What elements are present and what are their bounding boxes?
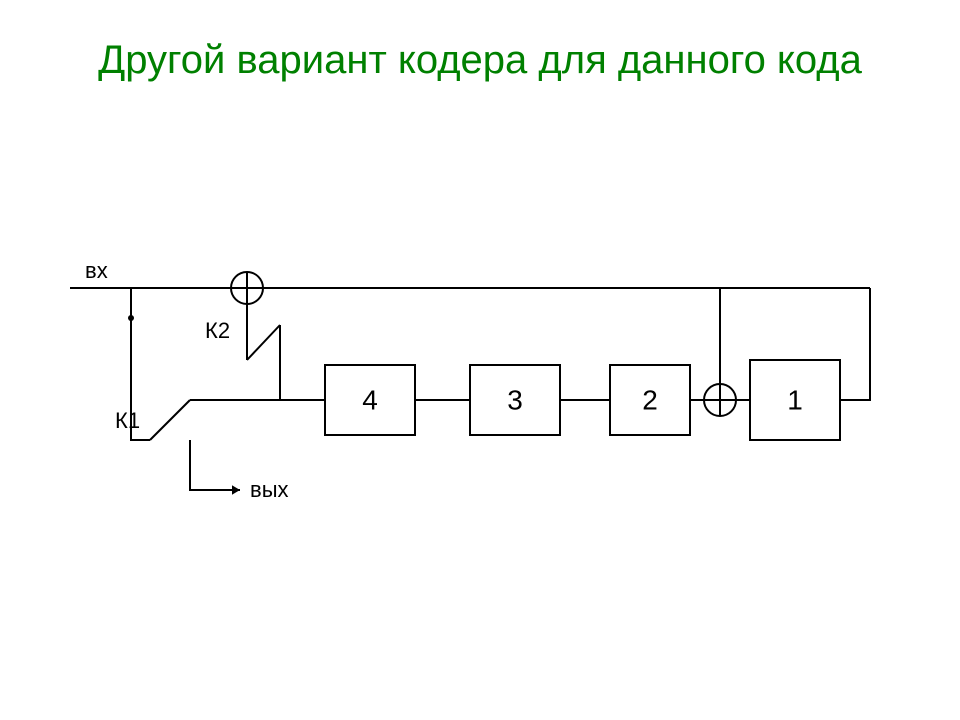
register-label: 2 — [642, 384, 658, 415]
wire — [840, 288, 870, 400]
register-label: 3 — [507, 384, 523, 415]
switch-label: К2 — [205, 318, 230, 343]
output-label: вых — [250, 477, 289, 502]
encoder-diagram: 4 3 2 1 вх вых К1 К2 — [0, 0, 960, 720]
switch-contact — [150, 400, 190, 440]
switch-contact — [247, 325, 280, 360]
register-label: 1 — [787, 384, 803, 415]
register-label: 4 — [362, 384, 378, 415]
arrow-icon — [232, 485, 240, 495]
wire — [190, 440, 240, 490]
junction-dot — [128, 315, 134, 321]
switch-label: К1 — [115, 408, 140, 433]
input-label: вх — [85, 258, 108, 283]
